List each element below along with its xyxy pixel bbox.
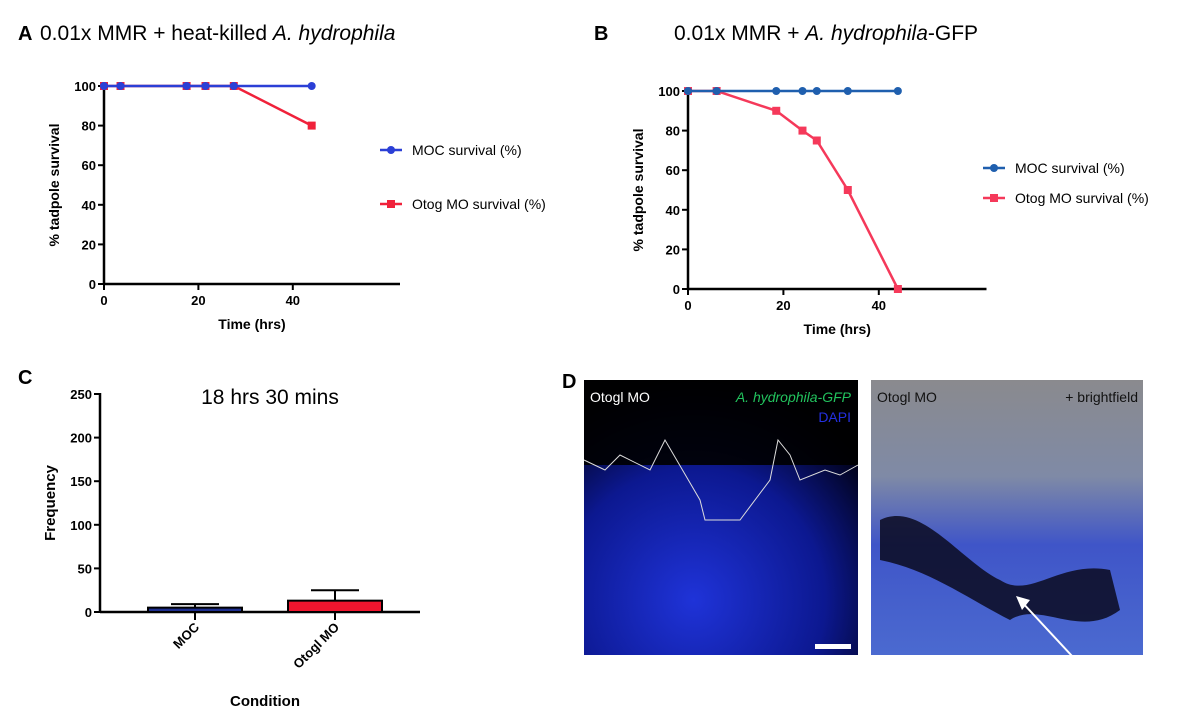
x-tick-label: 40 <box>286 293 300 308</box>
arrow-icon <box>1019 599 1086 671</box>
y-tick-label: 20 <box>666 242 680 257</box>
legend-marker <box>387 146 395 154</box>
title-prefix: 0.01x MMR + heat-killed <box>40 22 273 45</box>
x-axis-label: Condition <box>230 693 300 710</box>
legend-marker <box>990 194 998 202</box>
x-axis-label: Time (hrs) <box>804 321 871 337</box>
y-tick-label: 20 <box>82 237 96 252</box>
data-point <box>307 82 316 90</box>
y-tick-label: 60 <box>82 158 96 173</box>
bar <box>287 599 383 614</box>
data-point <box>684 87 692 95</box>
y-tick-label: 250 <box>70 387 92 402</box>
legend-marker <box>990 164 998 172</box>
y-tick-label: 150 <box>70 474 92 489</box>
y-tick-label: 0 <box>85 605 92 620</box>
panel-label-a: A <box>18 23 32 45</box>
x-tick-label: Otogl MO <box>290 620 342 672</box>
y-tick-label: 200 <box>70 431 92 446</box>
series-line <box>104 84 313 127</box>
dapi-label: DAPI <box>818 409 851 425</box>
right-image-label: Otogl MO <box>877 389 937 405</box>
bar <box>147 606 243 614</box>
legend-label: Otog MO survival (%) <box>412 196 546 212</box>
data-point <box>893 87 902 95</box>
left-image-label: Otogl MO <box>590 389 650 405</box>
chart-title: 0.01x MMR + heat-killed A. hydrophila <box>40 22 395 45</box>
data-point <box>100 82 108 90</box>
chart-b: 0.01x MMR + A. hydrophila-GFP 0 20 40 0 20 40 6… <box>630 22 1149 337</box>
data-point <box>307 121 316 130</box>
panel-label-c: C <box>18 367 32 389</box>
legend-label: Otog MO survival (%) <box>1015 190 1149 206</box>
y-tick-label: 0 <box>89 277 96 292</box>
chart-c: 18 hrs 30 mins 0 50 100 150 200 250 Frequency Co… <box>42 386 420 710</box>
data-point <box>843 186 852 194</box>
data-point <box>798 87 807 95</box>
legend-marker <box>387 200 395 208</box>
micrograph-left: Otogl MO A. hydrophila-GFP DAPI <box>583 380 859 655</box>
data-point <box>201 82 210 90</box>
data-point <box>772 87 781 95</box>
panel-label-b: B <box>594 23 608 45</box>
legend-label: MOC survival (%) <box>1015 160 1125 176</box>
title-prefix: 0.01x MMR + <box>674 22 805 45</box>
micrograph-right: Otogl MO + brightfield <box>871 380 1143 671</box>
data-point <box>798 126 807 135</box>
title-suffix: -GFP <box>928 22 978 45</box>
y-axis-label: Frequency <box>42 464 59 541</box>
y-tick-label: 40 <box>666 203 680 218</box>
x-tick-label: 0 <box>684 298 691 313</box>
panel-label-d: D <box>562 371 576 393</box>
y-tick-label: 100 <box>658 84 680 99</box>
y-tick-label: 40 <box>82 198 96 213</box>
x-tick-label: 20 <box>776 298 790 313</box>
x-axis-label: Time (hrs) <box>218 316 285 332</box>
title-italic: A. hydrophila <box>271 22 396 45</box>
data-point <box>843 87 852 95</box>
data-point <box>182 82 191 90</box>
data-point <box>772 106 781 115</box>
x-tick-label: 20 <box>191 293 205 308</box>
chart-title: 18 hrs 30 mins <box>201 386 339 409</box>
chart-a: 0.01x MMR + heat-killed A. hydrophila 0 20… <box>40 22 546 332</box>
y-tick-label: 100 <box>74 79 96 94</box>
data-point <box>812 136 821 145</box>
data-point <box>712 87 721 95</box>
y-tick-label: 0 <box>673 282 680 297</box>
x-tick-label: MOC <box>170 619 202 651</box>
data-point <box>116 82 125 90</box>
data-point <box>812 87 821 95</box>
legend-label: MOC survival (%) <box>412 142 522 158</box>
y-tick-label: 80 <box>82 119 96 134</box>
x-tick-label: 0 <box>100 293 107 308</box>
y-tick-label: 80 <box>666 124 680 139</box>
y-tick-label: 60 <box>666 163 680 178</box>
y-tick-label: 50 <box>78 561 92 576</box>
data-point <box>229 82 238 90</box>
data-point <box>893 285 902 293</box>
y-tick-label: 100 <box>70 518 92 533</box>
chart-title: 0.01x MMR + A. hydrophila-GFP <box>674 22 978 45</box>
gfp-label: A. hydrophila-GFP <box>735 389 852 405</box>
y-axis-label: % tadpole survival <box>630 129 646 252</box>
x-tick-label: 40 <box>872 298 886 313</box>
scale-bar <box>815 644 851 649</box>
series-line <box>688 89 899 290</box>
title-italic: A. hydrophila <box>803 22 928 45</box>
brightfield-label: + brightfield <box>1065 389 1138 405</box>
y-axis-label: % tadpole survival <box>46 124 62 247</box>
